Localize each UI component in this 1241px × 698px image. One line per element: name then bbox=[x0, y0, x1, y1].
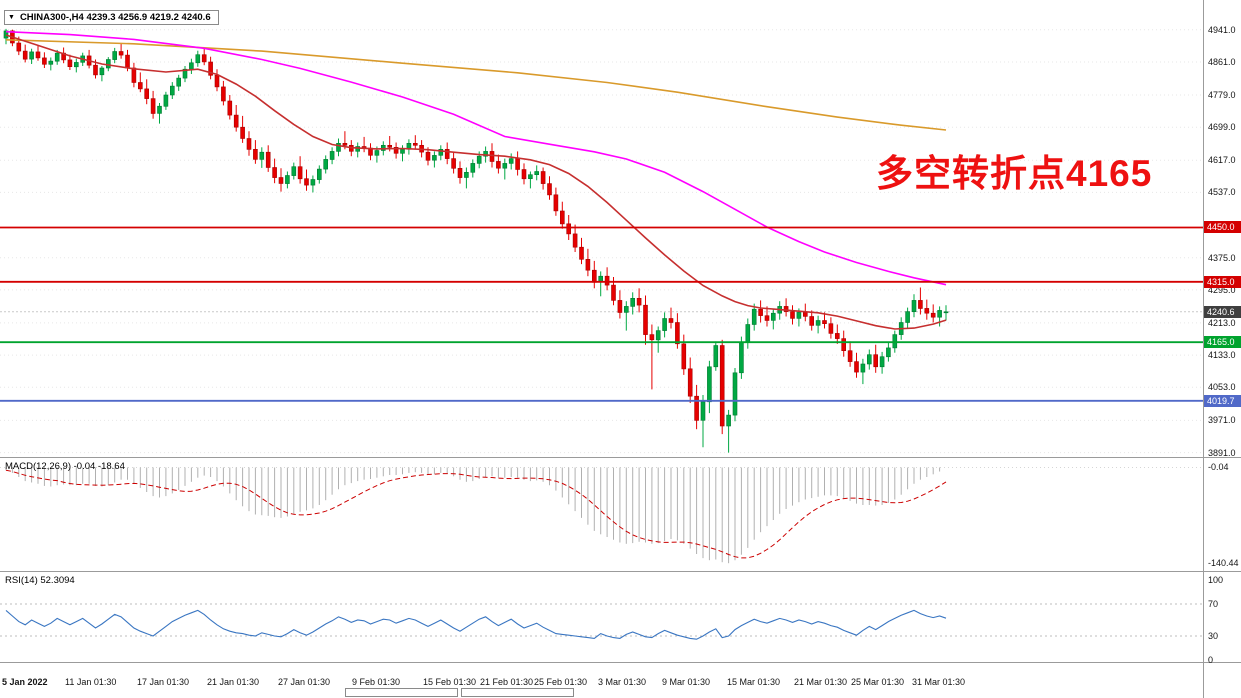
macd-histogram bbox=[5, 467, 941, 564]
time-axis[interactable]: 5 Jan 2022 11 Jan 01:30 17 Jan 01:30 21 Jan… bbox=[0, 663, 1203, 698]
rsi-line bbox=[5, 609, 947, 640]
price-axis-label: 4053.0 bbox=[1208, 382, 1236, 392]
price-axis-label: 4537.0 bbox=[1208, 187, 1236, 197]
price-axis-label: 4133.0 bbox=[1208, 350, 1236, 360]
footer-box bbox=[461, 688, 574, 697]
time-axis-label: 21 Jan 01:30 bbox=[207, 677, 260, 687]
time-axis-label: 9 Mar 01:30 bbox=[662, 677, 711, 687]
price-level-tag[interactable]: 4450.0 bbox=[1204, 221, 1241, 233]
ma-slow-line bbox=[5, 39, 947, 131]
time-axis-label: 27 Jan 01:30 bbox=[278, 677, 331, 687]
time-axis-label: 3 Mar 01:30 bbox=[598, 677, 647, 687]
time-axis-label: 21 Mar 01:30 bbox=[794, 677, 848, 687]
time-axis-label: 31 Mar 01:30 bbox=[912, 677, 966, 687]
price-level-tag[interactable]: 4315.0 bbox=[1204, 276, 1241, 288]
chevron-down-icon[interactable]: ▼ bbox=[8, 13, 15, 21]
rsi-axis-label: 30 bbox=[1208, 631, 1219, 641]
price-chart-panel[interactable]: ▼ CHINA300-,H4 4239.3 4256.9 4219.2 4240… bbox=[0, 0, 1203, 457]
rsi-axis-label: 70 bbox=[1208, 599, 1219, 609]
footer-box bbox=[345, 688, 458, 697]
symbol-ohlc-label: CHINA300-,H4 4239.3 4256.9 4219.2 4240.6 bbox=[19, 12, 211, 23]
rsi-axis-label: 0 bbox=[1208, 655, 1214, 665]
price-gridlines bbox=[0, 29, 1203, 454]
candles-layer bbox=[3, 28, 949, 453]
rsi-canvas bbox=[0, 603, 1203, 640]
time-axis-label: 9 Feb 01:30 bbox=[352, 677, 401, 687]
time-axis-label: 25 Mar 01:30 bbox=[851, 677, 905, 687]
macd-canvas bbox=[0, 467, 1203, 564]
price-axis-label: 4861.0 bbox=[1208, 57, 1236, 67]
rsi-panel[interactable]: RSI(14) 52.3094 bbox=[0, 572, 1203, 662]
time-axis-label: 15 Mar 01:30 bbox=[727, 677, 781, 687]
price-level-tag[interactable]: 4019.7 bbox=[1204, 395, 1241, 407]
macd-axis-label: -0.04 bbox=[1208, 462, 1229, 472]
price-axis-label: 4375.0 bbox=[1208, 253, 1236, 263]
rsi-axis-label: 100 bbox=[1208, 575, 1224, 585]
panel-separator[interactable] bbox=[0, 662, 1241, 663]
ma-mid-line bbox=[5, 30, 947, 286]
price-level-tag[interactable]: 4165.0 bbox=[1204, 336, 1241, 348]
time-axis-label: 17 Jan 01:30 bbox=[137, 677, 190, 687]
time-axis-label: 11 Jan 01:30 bbox=[65, 677, 117, 687]
time-axis-label: 21 Feb 01:30 bbox=[480, 677, 534, 687]
annotation-text: 多空转折点4165 bbox=[876, 153, 1153, 194]
rsi-label: RSI(14) 52.3094 bbox=[5, 575, 75, 586]
macd-axis-label: -140.44 bbox=[1208, 558, 1239, 568]
price-axis[interactable]: 4941.0 4861.0 4779.0 4699.0 4617.0 4537.0 4375… bbox=[1203, 0, 1241, 698]
panel-separator[interactable] bbox=[0, 571, 1241, 572]
price-axis-label: 4941.0 bbox=[1208, 25, 1236, 35]
macd-label: MACD(12,26,9) -0.04 -18.64 bbox=[5, 461, 125, 472]
panel-separator[interactable] bbox=[0, 457, 1241, 458]
symbol-info-box: ▼ CHINA300-,H4 4239.3 4256.9 4219.2 4240… bbox=[4, 10, 219, 25]
price-axis-label: 4779.0 bbox=[1208, 90, 1236, 100]
price-axis-label: 3891.0 bbox=[1208, 448, 1236, 458]
macd-signal-line bbox=[5, 469, 947, 559]
time-axis-label: 15 Feb 01:30 bbox=[423, 677, 477, 687]
price-axis-label: 3971.0 bbox=[1208, 415, 1236, 425]
price-axis-label: 4617.0 bbox=[1208, 155, 1236, 165]
price-axis-label: 4295.0 bbox=[1208, 285, 1236, 295]
macd-panel[interactable]: MACD(12,26,9) -0.04 -18.64 bbox=[0, 458, 1203, 571]
time-axis-label: 25 Feb 01:30 bbox=[534, 677, 588, 687]
price-chart-canvas bbox=[0, 28, 1203, 454]
ma-fast-line bbox=[5, 34, 947, 330]
price-level-tag[interactable]: 4240.6 bbox=[1204, 306, 1241, 318]
price-axis-label: 4213.0 bbox=[1208, 318, 1236, 328]
time-axis-label: 5 Jan 2022 bbox=[2, 677, 48, 687]
price-axis-label: 4699.0 bbox=[1208, 122, 1236, 132]
